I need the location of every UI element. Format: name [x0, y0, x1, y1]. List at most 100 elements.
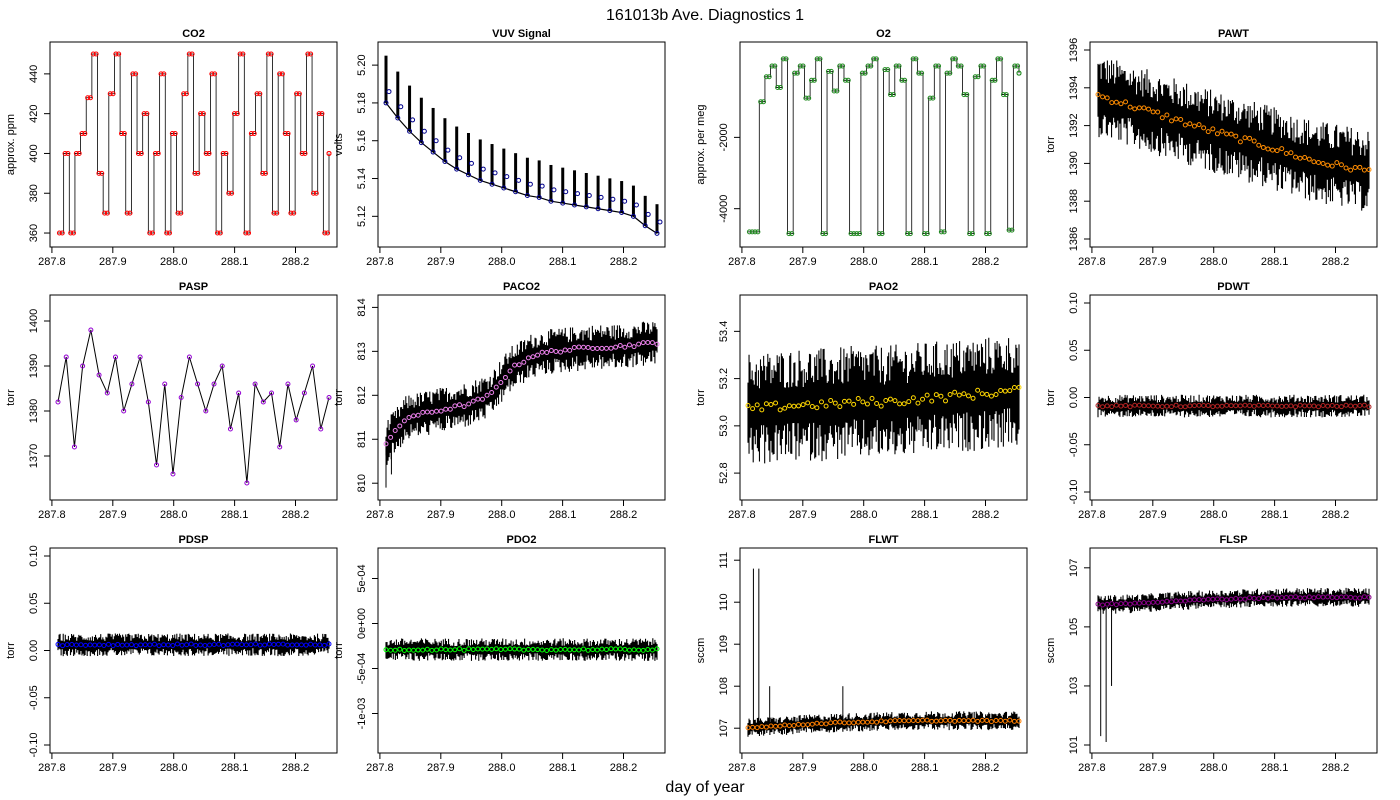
data-point: [429, 409, 435, 415]
x-tick-label: 288.0: [160, 509, 188, 521]
data-point: [572, 202, 578, 208]
data-point: [493, 384, 499, 390]
data-point: [162, 381, 168, 387]
noise-band: [385, 321, 658, 465]
data-point: [544, 647, 550, 653]
data-point: [581, 646, 587, 652]
data-point: [456, 646, 462, 652]
data-point: [857, 231, 863, 237]
data-point: [470, 398, 476, 404]
data-point: [924, 392, 930, 398]
data-point: [919, 70, 925, 76]
data-point: [468, 160, 474, 166]
x-tick-label: 288.1: [911, 256, 939, 268]
data-point: [645, 339, 651, 345]
data-point: [445, 147, 451, 153]
data-point: [188, 641, 194, 647]
data-point: [1011, 385, 1017, 391]
data-point: [1265, 595, 1271, 601]
data-point: [1265, 146, 1271, 152]
data-point: [796, 403, 802, 409]
panel-pawt: PAWT torr 287.8 287.9 288.0 288.1 288.2 1386 138…: [1045, 28, 1378, 268]
data-point: [1219, 596, 1225, 602]
x-tick-label: 288.2: [610, 256, 638, 268]
data-point: [1113, 402, 1119, 408]
data-point: [1104, 601, 1110, 607]
data-point: [174, 641, 180, 647]
data-point: [892, 398, 898, 404]
data-point: [80, 363, 86, 369]
data-point: [248, 642, 254, 648]
series-trace: [385, 102, 658, 234]
data-point: [921, 231, 927, 237]
data-point: [947, 391, 953, 397]
data-point: [1348, 403, 1354, 409]
data-point: [447, 647, 453, 653]
y-tick-label: 400: [28, 144, 40, 162]
data-point: [489, 389, 495, 395]
panel-pdsp: PDSP torr 287.8 287.9 288.0 288.1 288.2 -0.10 -0…: [5, 534, 338, 774]
data-point: [96, 642, 102, 648]
data-point: [841, 720, 847, 726]
data-point: [1366, 167, 1372, 173]
data-point: [138, 150, 144, 156]
y-tick-label: 5.14: [356, 168, 368, 189]
panel-title: PAWT: [1218, 28, 1249, 40]
data-point: [1178, 598, 1184, 604]
data-point: [461, 404, 467, 410]
data-point: [562, 646, 568, 652]
data-point: [885, 67, 891, 73]
data-point: [777, 84, 783, 90]
data-point: [398, 104, 404, 110]
data-point: [326, 150, 332, 156]
data-point: [619, 210, 625, 216]
data-point: [1150, 109, 1156, 115]
data-point: [1343, 165, 1349, 171]
data-point: [217, 230, 223, 236]
x-tick-label: 288.2: [610, 762, 638, 774]
data-point: [933, 63, 939, 69]
data-point: [608, 345, 614, 351]
data-point: [772, 63, 778, 69]
data-point: [567, 647, 573, 653]
y-tick-label: 0.00: [1068, 387, 1080, 408]
data-point: [1283, 594, 1289, 600]
data-point: [544, 350, 550, 356]
data-point: [1293, 594, 1299, 600]
data-point: [318, 426, 324, 432]
data-point: [1007, 717, 1013, 723]
data-point: [1141, 105, 1147, 111]
data-point: [1002, 718, 1008, 724]
data-point: [993, 391, 999, 397]
y-tick-label: 103: [1068, 677, 1080, 695]
data-point: [71, 230, 77, 236]
y-tick-label: 107: [1068, 559, 1080, 577]
data-point: [1237, 139, 1243, 145]
data-point: [275, 641, 281, 647]
data-point: [87, 95, 93, 101]
data-point: [1191, 597, 1197, 603]
y-tick-label: -0.05: [1068, 432, 1080, 457]
data-point: [260, 399, 266, 405]
data-point: [1136, 402, 1142, 408]
data-point: [296, 91, 302, 97]
data-point: [244, 480, 250, 486]
data-point: [878, 403, 884, 409]
data-point: [90, 51, 96, 57]
series-pdsp: [55, 633, 332, 657]
data-point: [433, 138, 439, 144]
data-point: [626, 647, 632, 653]
data-point: [214, 230, 220, 236]
plot-frame: [1089, 547, 1378, 754]
panel-pdo2: PDO2 torr 287.8 287.9 288.0 288.1 288.2 -1e-03 -…: [333, 534, 666, 774]
data-point: [590, 346, 596, 352]
data-point: [310, 363, 316, 369]
data-point: [649, 647, 655, 653]
data-point: [862, 70, 868, 76]
data-point: [823, 721, 829, 727]
plot-frame: [377, 41, 666, 248]
series-trace: [748, 58, 1020, 235]
data-point: [854, 231, 860, 237]
panel-pdwt: PDWT torr 287.8 287.9 288.0 288.1 288.2 -0.10 -0…: [1045, 281, 1378, 521]
